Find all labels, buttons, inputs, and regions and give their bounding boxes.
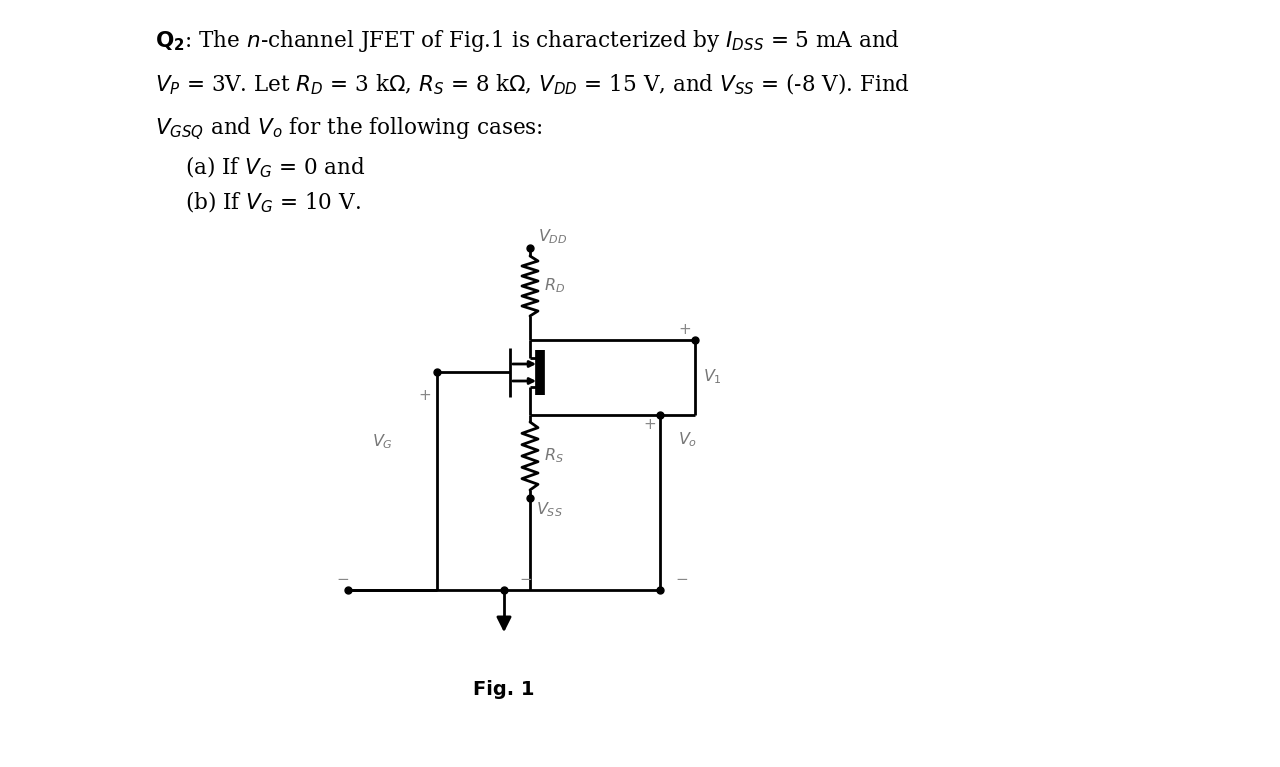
Text: +: + bbox=[419, 388, 431, 403]
Text: $V_{GSQ}$ and $V_o$ for the following cases:: $V_{GSQ}$ and $V_o$ for the following ca… bbox=[155, 116, 543, 143]
Text: +: + bbox=[644, 417, 657, 432]
Text: $\mathbf{Q_2}$: The $n$-channel JFET of Fig.1 is characterized by $I_{DSS}$ = 5 : $\mathbf{Q_2}$: The $n$-channel JFET of … bbox=[155, 28, 900, 54]
Text: −: − bbox=[676, 572, 689, 587]
Text: $V_1$: $V_1$ bbox=[703, 367, 722, 387]
Text: $V_{SS}$: $V_{SS}$ bbox=[536, 500, 563, 518]
Text: $V_G$: $V_G$ bbox=[372, 433, 393, 451]
Text: $V_P$ = 3V. Let $R_D$ = 3 k$\Omega$, $R_S$ = 8 k$\Omega$, $V_{DD}$ = 15 V, and $: $V_P$ = 3V. Let $R_D$ = 3 k$\Omega$, $R_… bbox=[155, 72, 910, 97]
Text: −: − bbox=[520, 572, 532, 587]
Text: $V_o$: $V_o$ bbox=[678, 430, 698, 449]
Text: −: − bbox=[337, 572, 349, 587]
Text: +: + bbox=[678, 322, 691, 337]
Text: (a) If $V_G$ = 0 and: (a) If $V_G$ = 0 and bbox=[186, 155, 366, 180]
Text: $R_D$: $R_D$ bbox=[544, 277, 566, 295]
Text: $R_S$: $R_S$ bbox=[544, 446, 563, 466]
Text: Fig. 1: Fig. 1 bbox=[474, 680, 535, 699]
Text: $V_{DD}$: $V_{DD}$ bbox=[538, 227, 567, 246]
Text: (b) If $V_G$ = 10 V.: (b) If $V_G$ = 10 V. bbox=[186, 190, 361, 216]
